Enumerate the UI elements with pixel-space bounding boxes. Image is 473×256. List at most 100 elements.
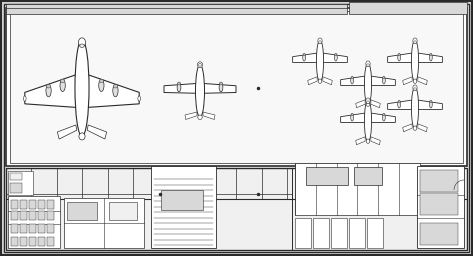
Ellipse shape <box>413 38 417 44</box>
Polygon shape <box>203 112 215 120</box>
Polygon shape <box>25 75 76 107</box>
Bar <box>349 218 365 248</box>
Ellipse shape <box>334 54 337 61</box>
Bar <box>10 183 22 193</box>
Bar <box>67 202 97 220</box>
Ellipse shape <box>398 101 401 108</box>
Bar <box>8 196 60 248</box>
Bar <box>38 224 45 233</box>
Polygon shape <box>388 53 412 62</box>
Polygon shape <box>356 100 365 108</box>
Ellipse shape <box>429 54 432 61</box>
Ellipse shape <box>366 61 370 67</box>
Bar <box>29 211 36 220</box>
Bar <box>11 237 18 246</box>
Bar <box>420 223 458 245</box>
Polygon shape <box>356 137 365 145</box>
Ellipse shape <box>80 44 84 48</box>
Ellipse shape <box>316 40 324 82</box>
Polygon shape <box>403 124 412 132</box>
Bar <box>6 8 467 166</box>
Bar <box>38 211 45 220</box>
Bar <box>6 6 347 14</box>
Bar <box>29 200 36 209</box>
Bar <box>47 237 54 246</box>
Bar <box>10 11 463 163</box>
Bar <box>64 198 144 248</box>
Ellipse shape <box>351 113 353 116</box>
Ellipse shape <box>430 54 432 56</box>
Ellipse shape <box>303 54 305 56</box>
Ellipse shape <box>412 40 419 82</box>
Polygon shape <box>418 53 442 62</box>
Ellipse shape <box>429 101 432 108</box>
Bar <box>151 166 216 248</box>
Polygon shape <box>341 76 365 86</box>
Bar <box>38 200 45 209</box>
Bar <box>11 211 18 220</box>
Polygon shape <box>204 83 236 93</box>
Ellipse shape <box>366 98 370 104</box>
Polygon shape <box>341 113 365 122</box>
Bar <box>29 224 36 233</box>
Ellipse shape <box>198 115 202 120</box>
Polygon shape <box>323 53 347 62</box>
Ellipse shape <box>177 82 181 85</box>
Ellipse shape <box>60 79 65 92</box>
Polygon shape <box>185 112 197 120</box>
Polygon shape <box>388 100 412 110</box>
Polygon shape <box>418 77 427 85</box>
Ellipse shape <box>366 102 370 106</box>
Ellipse shape <box>99 79 104 92</box>
Ellipse shape <box>398 54 400 56</box>
Ellipse shape <box>99 79 104 83</box>
Bar <box>47 224 54 233</box>
Ellipse shape <box>412 87 419 129</box>
Ellipse shape <box>351 77 353 79</box>
Ellipse shape <box>219 82 222 85</box>
Ellipse shape <box>197 62 202 68</box>
Ellipse shape <box>113 84 118 88</box>
Ellipse shape <box>318 79 322 83</box>
Ellipse shape <box>413 79 417 83</box>
Bar <box>295 218 311 248</box>
Ellipse shape <box>177 83 181 92</box>
Bar <box>306 167 348 185</box>
Bar <box>47 200 54 209</box>
Polygon shape <box>418 124 427 132</box>
Ellipse shape <box>398 100 400 103</box>
Bar <box>8 171 33 195</box>
Bar <box>29 237 36 246</box>
Bar <box>20 211 27 220</box>
Bar <box>313 218 329 248</box>
Ellipse shape <box>195 65 204 117</box>
Polygon shape <box>293 53 317 62</box>
Ellipse shape <box>75 40 89 136</box>
Bar <box>6 168 467 250</box>
Polygon shape <box>308 77 317 85</box>
Bar <box>420 170 458 192</box>
Ellipse shape <box>413 85 417 91</box>
Ellipse shape <box>79 38 86 47</box>
Ellipse shape <box>318 38 322 44</box>
Bar <box>331 218 347 248</box>
Bar <box>6 4 347 8</box>
Polygon shape <box>371 100 380 108</box>
Polygon shape <box>403 77 412 85</box>
Polygon shape <box>418 100 442 110</box>
Bar <box>354 167 382 185</box>
Bar <box>20 224 27 233</box>
Polygon shape <box>88 75 139 107</box>
Bar <box>349 2 467 14</box>
Bar <box>38 237 45 246</box>
Ellipse shape <box>430 100 432 103</box>
Ellipse shape <box>219 83 223 92</box>
Bar <box>20 200 27 209</box>
Bar <box>417 166 464 248</box>
Ellipse shape <box>367 64 369 67</box>
Ellipse shape <box>335 54 337 56</box>
Ellipse shape <box>61 79 65 83</box>
Bar <box>20 237 27 246</box>
Bar <box>10 173 22 180</box>
Ellipse shape <box>79 133 85 140</box>
